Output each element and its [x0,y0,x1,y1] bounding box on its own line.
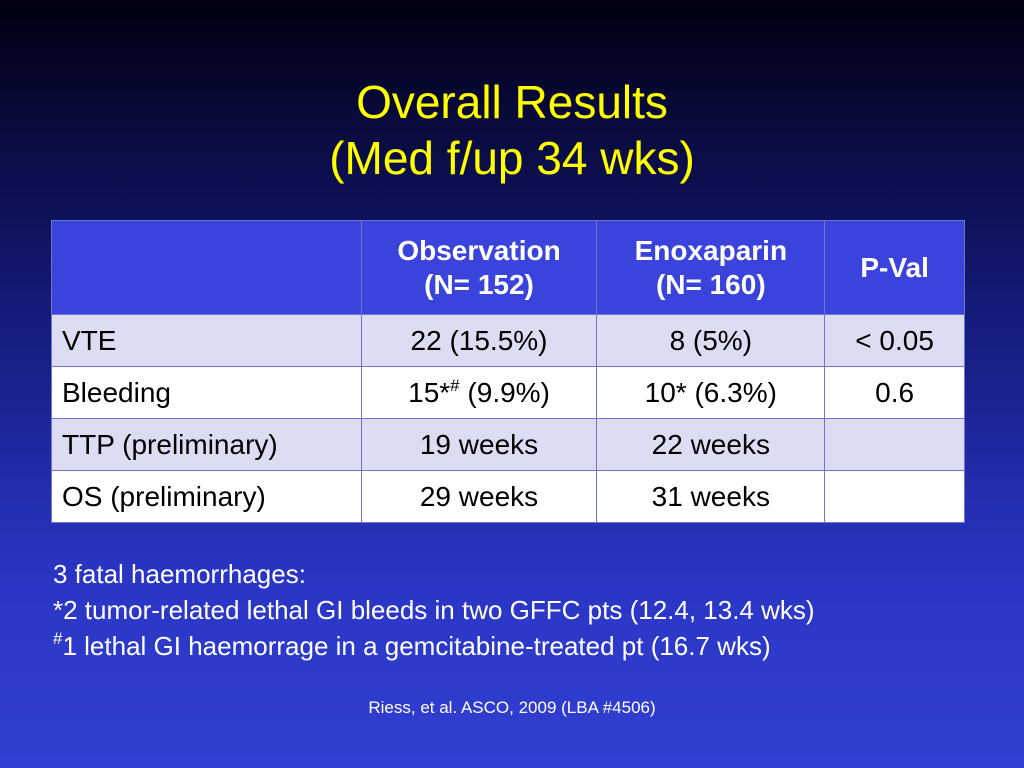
footnote-star: *2 tumor-related lethal GI bleeds in two… [53,595,815,625]
hash-footnote-marker: # [53,629,63,648]
enoxaparin-value: 10* (6.3%) [596,366,826,419]
table-header-row: Observation (N= 152) Enoxaparin (N= 160)… [51,220,965,315]
header-observation-n: (N= 152) [424,268,534,300]
row-label: OS (preliminary) [51,470,362,523]
observation-value-main: 15* [408,376,451,408]
header-observation-title: Observation [397,234,561,266]
enoxaparin-value: 31 weeks [596,470,826,523]
footnote-hash: #1 lethal GI haemorrage in a gemcitabine… [53,628,815,664]
table-row-bleeding: Bleeding 15*# (9.9%) 10* (6.3%) 0.6 [51,366,965,419]
header-enoxaparin-n: (N= 160) [655,268,766,300]
observation-value: 22 (15.5%) [360,314,598,367]
header-pval: P-Val [824,220,965,315]
hash-footnote-marker: # [450,375,460,395]
pval-value: < 0.05 [824,314,965,367]
footnotes: 3 fatal haemorrhages: *2 tumor-related l… [53,556,815,664]
footnote-hash-text: 1 lethal GI haemorrage in a gemcitabine-… [62,631,771,661]
slide-title: Overall Results (Med f/up 34 wks) [0,74,1024,186]
results-table: Observation (N= 152) Enoxaparin (N= 160)… [51,220,965,523]
row-label: TTP (preliminary) [51,418,362,471]
enoxaparin-value: 22 weeks [596,418,826,471]
observation-value: 29 weeks [360,470,598,523]
table-row-os: OS (preliminary) 29 weeks 31 weeks [51,470,965,523]
header-enoxaparin-title: Enoxaparin [634,234,788,266]
observation-value: 19 weeks [360,418,598,471]
pval-value [824,470,965,523]
observation-value-pct: (9.9%) [459,376,550,408]
table-row-ttp: TTP (preliminary) 19 weeks 22 weeks [51,418,965,471]
citation: Riess, et al. ASCO, 2009 (LBA #4506) [368,698,656,717]
footnote-heading: 3 fatal haemorrhages: [53,559,306,589]
header-observation: Observation (N= 152) [360,220,598,315]
pval-value: 0.6 [824,366,965,419]
row-label: VTE [51,314,362,367]
row-label: Bleeding [51,366,362,419]
header-label [51,220,362,315]
header-enoxaparin: Enoxaparin (N= 160) [596,220,826,315]
table-row-vte: VTE 22 (15.5%) 8 (5%) < 0.05 [51,314,965,367]
pval-value [824,418,965,471]
enoxaparin-value: 8 (5%) [596,314,826,367]
observation-value: 15*# (9.9%) [360,366,598,419]
title-line-2: (Med f/up 34 wks) [329,132,695,184]
title-line-1: Overall Results [356,76,668,128]
